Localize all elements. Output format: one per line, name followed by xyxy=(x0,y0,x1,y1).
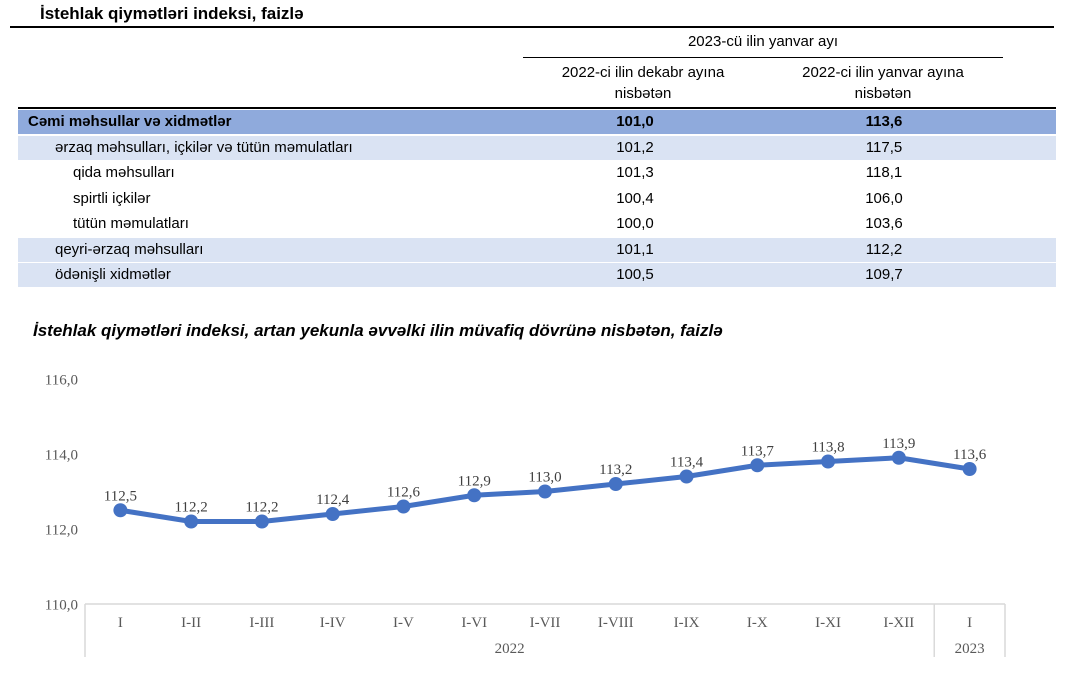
row-value-jan: 112,2 xyxy=(865,240,903,258)
y-axis-tick-label: 112,0 xyxy=(45,523,78,539)
x-axis-category-label: I-IX xyxy=(674,615,700,631)
row-value-jan: 106,0 xyxy=(865,189,903,207)
row-spacer xyxy=(1004,161,1056,185)
row-label: qida məhsulları xyxy=(73,164,175,181)
row-label: tütün məmulatları xyxy=(73,215,189,232)
page-title: İstehlak qiymətləri indeksi, faizlə xyxy=(40,4,304,23)
table-row: spirtli içkilər 100,4 106,0 xyxy=(18,187,1056,211)
row-value-dec: 100,5 xyxy=(616,266,654,283)
chart-point xyxy=(113,503,128,518)
chart-data-label: 113,4 xyxy=(670,455,704,471)
x-axis-category-label: I xyxy=(118,615,123,631)
table-row: ərzaq məhsulları, içkilər və tütün məmul… xyxy=(18,135,1056,160)
chart-point xyxy=(396,499,411,514)
row-value-dec: 101,2 xyxy=(616,138,654,156)
chart-point xyxy=(184,514,199,529)
row-label: spirtli içkilər xyxy=(73,189,151,207)
table-top-rule xyxy=(18,107,1056,109)
table-body: Cəmi məhsullar və xidmətlər 101,0 113,6 … xyxy=(18,110,1056,289)
x-axis-category-label: I-V xyxy=(393,615,414,631)
title-underline xyxy=(10,26,1054,28)
x-axis-category-label: I-VIII xyxy=(598,615,634,631)
table-row: qida məhsulları 101,3 118,1 xyxy=(18,161,1056,185)
row-label: qeyri-ərzaq məhsulları xyxy=(55,240,204,258)
table-row-total: Cəmi məhsullar və xidmətlər 101,0 113,6 xyxy=(18,110,1056,134)
row-spacer xyxy=(1004,263,1056,287)
x-axis-category-label: I-VII xyxy=(530,615,561,631)
row-label: ərzaq məhsulları, içkilər və tütün məmul… xyxy=(55,138,353,156)
chart-point xyxy=(891,450,906,465)
row-value-dec: 101,1 xyxy=(616,240,654,258)
row-value-jan: 109,7 xyxy=(865,266,903,283)
chart-point xyxy=(821,454,836,469)
chart-data-label: 113,6 xyxy=(953,447,987,463)
chart-point xyxy=(608,477,623,491)
chart-data-label: 113,2 xyxy=(599,462,632,478)
chart-point xyxy=(538,484,552,499)
table-row: tütün məmulatları 100,0 103,6 xyxy=(18,212,1056,236)
row-spacer xyxy=(1004,136,1056,160)
row-value-dec: 100,0 xyxy=(616,215,654,232)
chart-data-label: 112,2 xyxy=(245,500,278,516)
chart-point xyxy=(325,507,340,521)
row-value-dec: 101,3 xyxy=(616,164,654,181)
chart-data-label: 113,0 xyxy=(528,470,561,486)
chart-point xyxy=(679,469,694,484)
x-axis-category-label: I-II xyxy=(181,615,201,631)
table-span-header: 2023-cü ilin yanvar ayı xyxy=(687,33,839,50)
row-spacer xyxy=(1004,238,1056,262)
row-value-dec: 100,4 xyxy=(616,189,654,207)
x-axis-category-label: I-IV xyxy=(320,615,346,631)
row-value-dec: 101,0 xyxy=(616,113,654,130)
x-axis-category-label: I-VI xyxy=(461,615,487,631)
row-label: ödənişli xidmətlər xyxy=(55,266,171,283)
y-axis-tick-label: 116,0 xyxy=(45,373,78,389)
chart-data-label: 112,6 xyxy=(387,485,421,501)
row-value-jan: 117,5 xyxy=(865,138,903,156)
row-label: Cəmi məhsullar və xidmətlər xyxy=(28,113,232,130)
chart-data-label: 112,2 xyxy=(175,500,208,516)
x-axis-year-label: 2023 xyxy=(955,641,985,657)
table-row: ödənişli xidmətlər 100,5 109,7 xyxy=(18,263,1056,287)
row-value-jan: 113,6 xyxy=(865,113,903,130)
x-axis-category-label: I-XI xyxy=(815,615,841,631)
x-axis-category-label: I-XII xyxy=(883,615,914,631)
chart-point xyxy=(254,514,269,529)
chart-data-label: 112,4 xyxy=(316,492,350,508)
chart-title: İstehlak qiymətləri indeksi, artan yekun… xyxy=(33,321,723,340)
row-spacer xyxy=(1004,187,1056,211)
chart-point xyxy=(750,458,765,473)
row-spacer xyxy=(1004,212,1056,236)
chart-point xyxy=(962,462,977,476)
chart-data-label: 112,9 xyxy=(458,473,491,489)
y-axis-tick-label: 114,0 xyxy=(45,448,78,464)
row-value-jan: 103,6 xyxy=(865,215,903,232)
chart-point xyxy=(467,488,482,503)
column-header-vs-december: 2022-ci ilin dekabr ayına nisbətən xyxy=(561,64,725,102)
row-spacer xyxy=(1004,110,1056,134)
x-axis-year-label: 2022 xyxy=(495,641,525,657)
chart-data-label: 113,7 xyxy=(741,443,775,459)
chart-data-label: 112,5 xyxy=(104,488,137,504)
chart-data-label: 113,8 xyxy=(811,440,844,456)
span-header-rule xyxy=(523,57,1003,58)
table-row: qeyri-ərzaq məhsulları 101,1 112,2 xyxy=(18,237,1056,262)
x-axis-category-label: I xyxy=(967,615,972,631)
x-axis-category-label: I-X xyxy=(747,615,768,631)
chart-data-label: 113,9 xyxy=(882,436,915,452)
y-axis-tick-label: 110,0 xyxy=(45,598,78,614)
cpi-line-chart: 116,0 114,0 112,0 110,0 I I-II I-III I-IV I-V I-V… xyxy=(45,373,1006,657)
column-header-vs-january: 2022-ci ilin yanvar ayına nisbətən xyxy=(802,64,964,102)
row-value-jan: 118,1 xyxy=(865,164,903,181)
x-axis-category-label: I-III xyxy=(249,615,274,631)
